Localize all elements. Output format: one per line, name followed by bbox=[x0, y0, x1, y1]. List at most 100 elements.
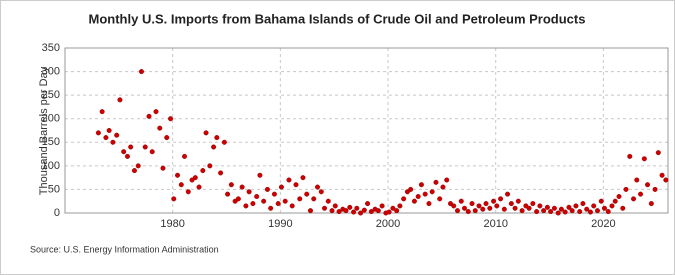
point bbox=[164, 135, 170, 141]
x-tick-label: 2010 bbox=[483, 218, 507, 230]
point bbox=[153, 109, 159, 115]
point bbox=[386, 209, 392, 215]
point bbox=[300, 175, 306, 181]
point bbox=[142, 144, 148, 150]
point bbox=[318, 189, 324, 195]
point bbox=[196, 184, 202, 190]
point bbox=[332, 203, 338, 209]
point bbox=[584, 206, 590, 212]
point bbox=[225, 191, 231, 197]
y-tick-label: 250 bbox=[42, 89, 60, 101]
point bbox=[203, 130, 209, 136]
point bbox=[418, 182, 424, 188]
point bbox=[99, 109, 105, 115]
point bbox=[264, 186, 270, 192]
y-tick-label: 0 bbox=[54, 207, 60, 219]
point bbox=[336, 209, 342, 215]
point bbox=[487, 205, 493, 211]
point bbox=[491, 198, 497, 204]
point bbox=[110, 139, 116, 145]
point bbox=[351, 209, 357, 215]
point bbox=[580, 201, 586, 207]
source: Source: U.S. Energy Information Administ… bbox=[30, 244, 219, 254]
point bbox=[631, 196, 637, 202]
point bbox=[537, 203, 543, 209]
point bbox=[228, 182, 234, 188]
point bbox=[526, 205, 532, 211]
point bbox=[641, 156, 647, 162]
point bbox=[440, 184, 446, 190]
point bbox=[555, 210, 561, 216]
point bbox=[648, 201, 654, 207]
point bbox=[469, 201, 475, 207]
point bbox=[627, 153, 633, 159]
point bbox=[361, 207, 367, 213]
point bbox=[616, 193, 622, 199]
point bbox=[476, 203, 482, 209]
y-tick-label: 350 bbox=[42, 42, 60, 54]
point bbox=[157, 125, 163, 131]
point bbox=[465, 209, 471, 215]
point bbox=[365, 201, 371, 207]
point bbox=[375, 208, 381, 214]
point bbox=[254, 193, 260, 199]
point bbox=[171, 196, 177, 202]
point bbox=[103, 135, 109, 141]
point bbox=[146, 113, 152, 119]
point bbox=[451, 203, 457, 209]
point bbox=[243, 203, 249, 209]
point bbox=[534, 209, 540, 215]
point bbox=[325, 198, 331, 204]
point bbox=[218, 170, 224, 176]
point bbox=[426, 201, 432, 207]
point bbox=[548, 209, 554, 215]
point bbox=[221, 139, 227, 145]
point bbox=[562, 209, 568, 215]
point bbox=[623, 186, 629, 192]
y-axis-label: Thousand Barrels per Day bbox=[38, 66, 50, 195]
point bbox=[594, 208, 600, 214]
point bbox=[192, 175, 198, 181]
point bbox=[601, 205, 607, 211]
point bbox=[437, 196, 443, 202]
point bbox=[505, 191, 511, 197]
point bbox=[558, 206, 564, 212]
y-tick-label: 150 bbox=[42, 136, 60, 148]
y-tick-label: 200 bbox=[42, 113, 60, 125]
point bbox=[569, 208, 575, 214]
point bbox=[551, 205, 557, 211]
point bbox=[634, 177, 640, 183]
point bbox=[268, 205, 274, 211]
point bbox=[214, 135, 220, 141]
point bbox=[117, 97, 123, 103]
point bbox=[612, 198, 618, 204]
point bbox=[379, 203, 385, 209]
point bbox=[149, 149, 155, 155]
point bbox=[645, 182, 651, 188]
point bbox=[329, 208, 335, 214]
point bbox=[121, 149, 127, 155]
x-tick-label: 1980 bbox=[160, 218, 184, 230]
point bbox=[609, 203, 615, 209]
point bbox=[315, 184, 321, 190]
point bbox=[498, 196, 504, 202]
point bbox=[394, 208, 400, 214]
point bbox=[271, 191, 277, 197]
x-tick-label: 1990 bbox=[268, 218, 292, 230]
point bbox=[429, 189, 435, 195]
point bbox=[530, 201, 536, 207]
point bbox=[286, 177, 292, 183]
point bbox=[175, 172, 181, 178]
point bbox=[128, 144, 134, 150]
point bbox=[114, 132, 120, 138]
point bbox=[354, 205, 360, 211]
point bbox=[577, 209, 583, 215]
point bbox=[397, 203, 403, 209]
point bbox=[591, 203, 597, 209]
point bbox=[401, 196, 407, 202]
point bbox=[168, 116, 174, 122]
point bbox=[235, 196, 241, 202]
point bbox=[444, 177, 450, 183]
point bbox=[200, 168, 206, 174]
